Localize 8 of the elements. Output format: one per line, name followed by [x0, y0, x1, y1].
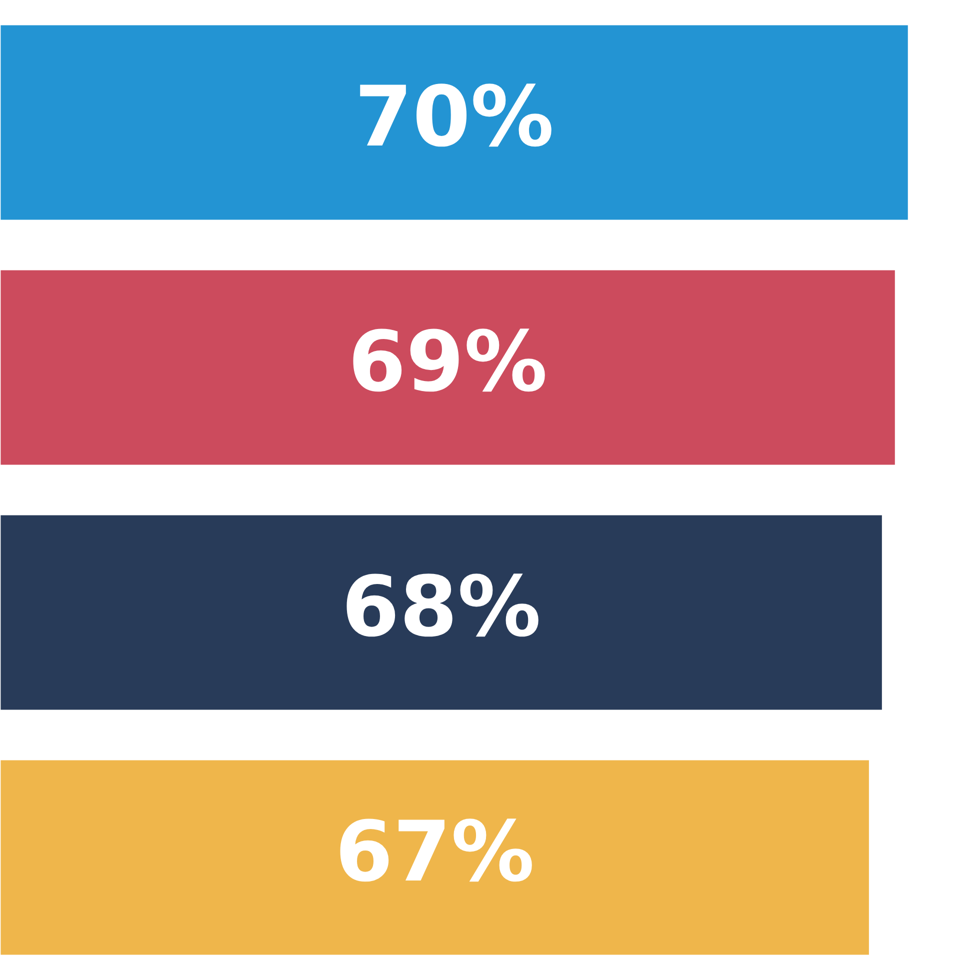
data-label: 67% — [340, 818, 532, 882]
bar — [0, 24, 910, 222]
data-label: 70% — [360, 84, 552, 147]
data-label: 69% — [353, 328, 545, 392]
data-label: 68% — [346, 574, 538, 637]
bar — [0, 268, 896, 466]
bar — [0, 514, 884, 712]
bar — [0, 758, 870, 956]
